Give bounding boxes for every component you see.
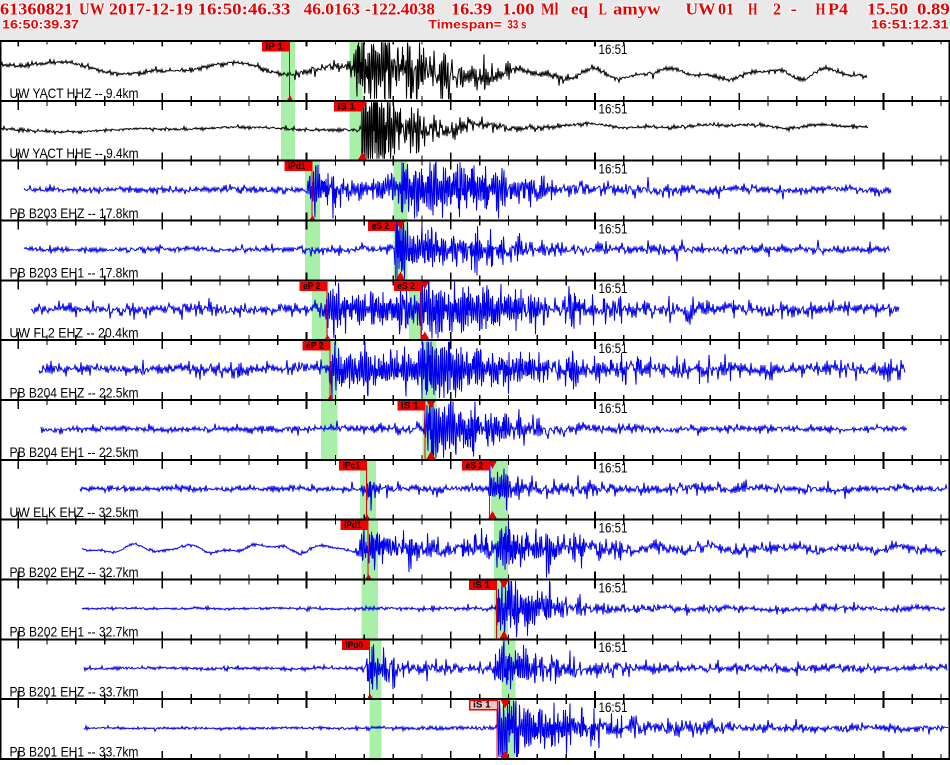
svg-text:Ml: Ml <box>541 0 559 19</box>
svg-text:amyw: amyw <box>613 0 661 19</box>
svg-text:UW FL2 EHZ -- 20.4km: UW FL2 EHZ -- 20.4km <box>10 325 139 341</box>
svg-text:16:51: 16:51 <box>599 461 628 476</box>
svg-text:16:50:46.33: 16:50:46.33 <box>198 0 291 19</box>
svg-text:PB B204 EH1 -- 22.5km: PB B204 EH1 -- 22.5km <box>10 444 139 460</box>
svg-text:eP 2: eP 2 <box>303 281 321 292</box>
svg-text:-: - <box>791 0 798 19</box>
svg-text:iS 1: iS 1 <box>473 580 491 591</box>
svg-text:16:51: 16:51 <box>599 700 628 715</box>
svg-text:33 s: 33 s <box>507 18 526 32</box>
svg-text:eS 2: eS 2 <box>397 281 415 292</box>
svg-text:iPd1: iPd1 <box>344 520 362 531</box>
svg-text:0.89: 0.89 <box>917 0 950 19</box>
svg-text:PB B201 EHZ -- 33.7km: PB B201 EHZ -- 33.7km <box>10 684 139 700</box>
svg-text:16:51: 16:51 <box>599 401 628 416</box>
svg-text:iS 1: iS 1 <box>338 101 356 112</box>
svg-text:UW ELK EHZ -- 32.5km: UW ELK EHZ -- 32.5km <box>10 504 139 520</box>
svg-text:-122.4038: -122.4038 <box>365 0 435 19</box>
svg-text:PB B204 EHZ -- 22.5km: PB B204 EHZ -- 22.5km <box>10 384 139 400</box>
svg-text:PB B203 EHZ -- 17.8km: PB B203 EHZ -- 17.8km <box>10 205 139 221</box>
svg-text:eP 2: eP 2 <box>306 341 324 352</box>
svg-text:16:51: 16:51 <box>599 521 628 536</box>
svg-text:01: 01 <box>718 0 734 19</box>
svg-text:PB B202 EH1 -- 32.7km: PB B202 EH1 -- 32.7km <box>10 624 139 640</box>
svg-text:16.39: 16.39 <box>451 0 492 19</box>
svg-text:16:51: 16:51 <box>599 281 628 296</box>
svg-text:L: L <box>599 0 608 19</box>
svg-text:iP 1: iP 1 <box>266 42 284 53</box>
svg-text:2: 2 <box>773 0 781 19</box>
svg-text:2017-12-19: 2017-12-19 <box>109 0 193 19</box>
svg-text:P4: P4 <box>828 0 848 19</box>
svg-text:16:51: 16:51 <box>599 221 628 236</box>
svg-text:15.50: 15.50 <box>867 0 908 19</box>
svg-text:iPd0: iPd0 <box>346 640 364 651</box>
svg-text:H: H <box>816 0 826 19</box>
svg-text:UW YACT HHZ -- 9.4km: UW YACT HHZ -- 9.4km <box>10 85 139 101</box>
svg-text:16:51:12.31: 16:51:12.31 <box>871 18 949 32</box>
svg-text:16:51: 16:51 <box>599 341 628 356</box>
svg-text:eS 2: eS 2 <box>372 221 390 232</box>
svg-text:PB B203 EH1 -- 17.8km: PB B203 EH1 -- 17.8km <box>10 265 139 281</box>
svg-text:UW YACT HHE -- 9.4km: UW YACT HHE -- 9.4km <box>10 145 139 161</box>
svg-text:46.0163: 46.0163 <box>304 0 361 19</box>
svg-text:iS 1: iS 1 <box>473 700 491 711</box>
svg-text:PB B201 EH1 -- 33.7km: PB B201 EH1 -- 33.7km <box>10 743 139 759</box>
svg-text:16:51: 16:51 <box>599 102 628 117</box>
svg-text:UW: UW <box>686 0 717 19</box>
svg-text:iPd1: iPd1 <box>288 161 306 172</box>
svg-text:16:50:39.37: 16:50:39.37 <box>2 18 79 32</box>
svg-text:PB B202 EHZ -- 32.7km: PB B202 EHZ -- 32.7km <box>10 564 139 580</box>
svg-text:16:51: 16:51 <box>599 42 628 57</box>
svg-text:16:51: 16:51 <box>599 640 628 655</box>
svg-text:61360821: 61360821 <box>0 0 73 19</box>
svg-text:H: H <box>748 0 758 19</box>
svg-text:16:51: 16:51 <box>599 162 628 177</box>
svg-text:iS 1: iS 1 <box>401 401 419 412</box>
svg-text:eS 2: eS 2 <box>466 460 484 471</box>
svg-text:Timespan=: Timespan= <box>428 18 502 32</box>
svg-text:eq: eq <box>571 0 589 19</box>
svg-text:UW: UW <box>79 0 105 19</box>
svg-text:16:51: 16:51 <box>599 580 628 595</box>
svg-text:1.00: 1.00 <box>502 0 535 19</box>
svg-text:iPc1: iPc1 <box>343 460 361 471</box>
